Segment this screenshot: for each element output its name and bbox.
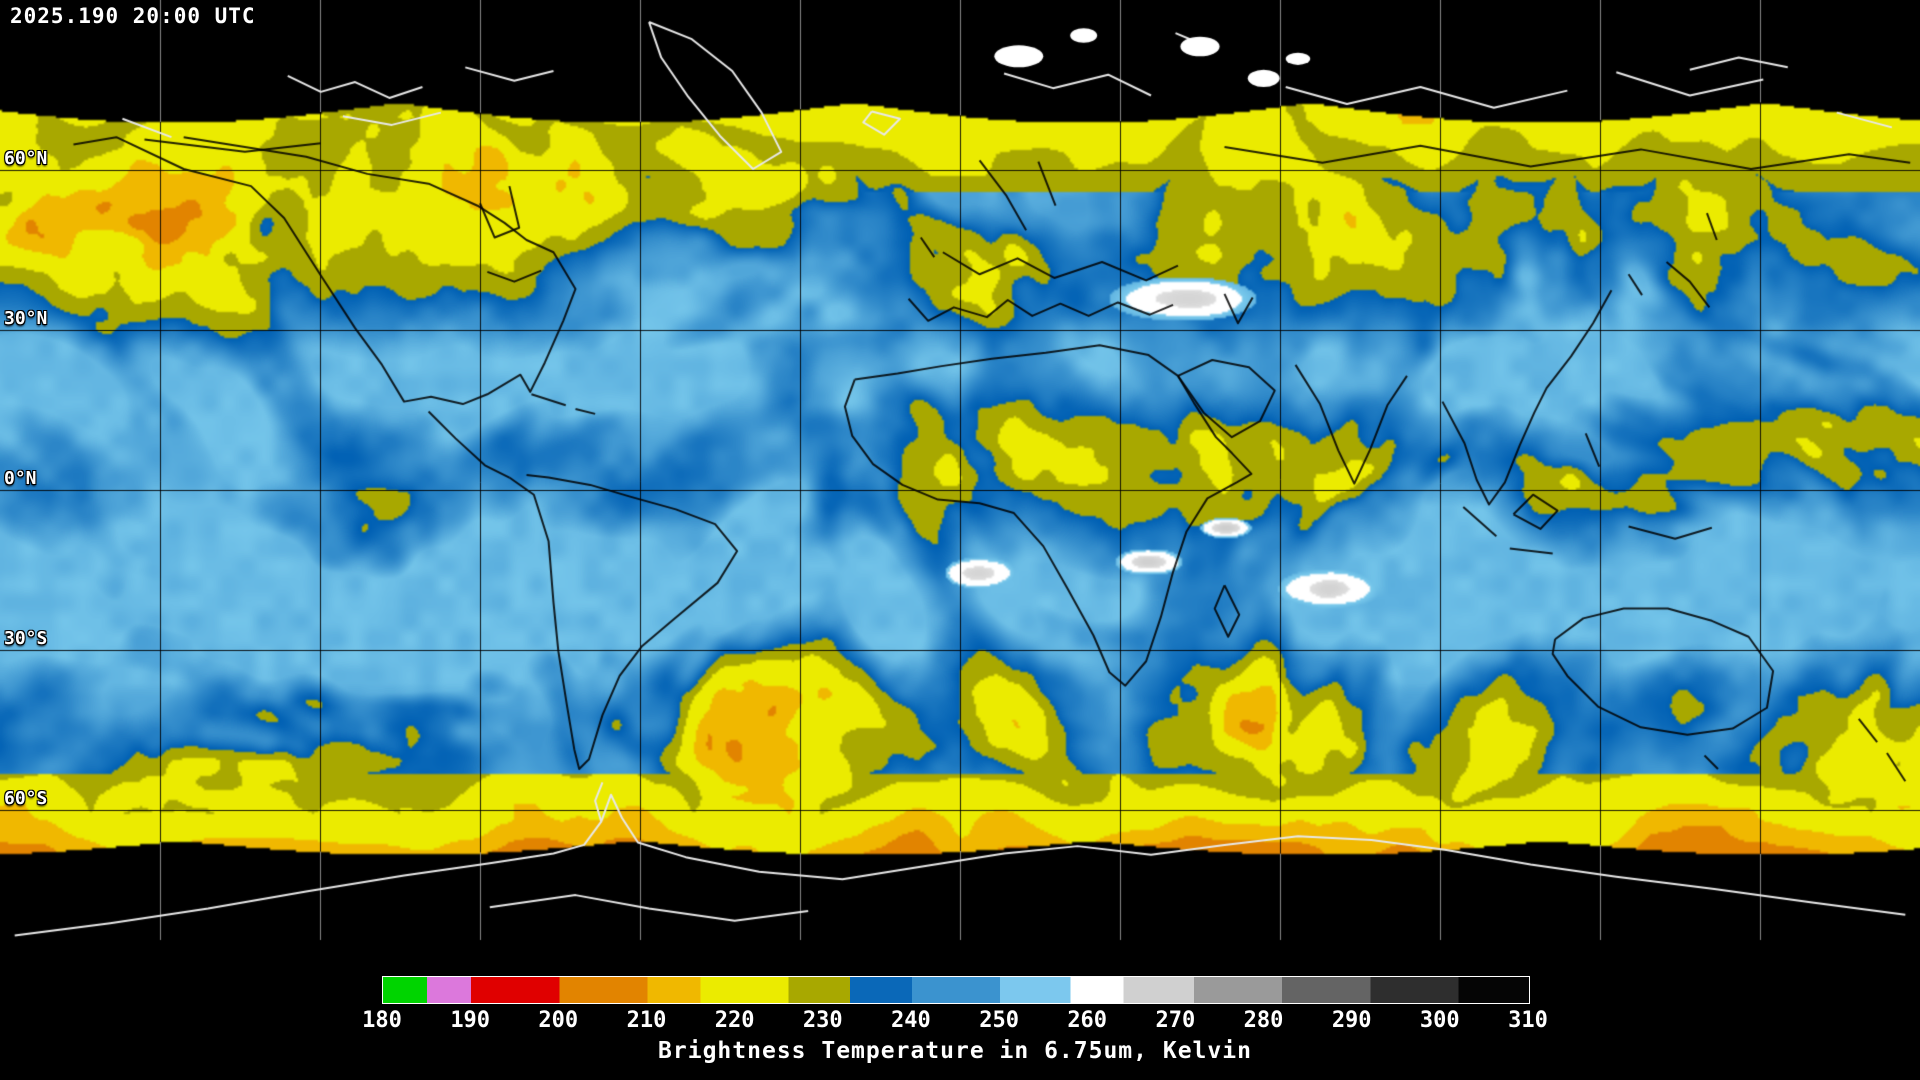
colorbar-tick: 280 [1243,1008,1284,1033]
colorbar-tick: 300 [1419,1008,1460,1033]
colorbar-tick: 310 [1508,1008,1548,1033]
timestamp: 2025.190 20:00 UTC [10,4,256,28]
latitude-label-60s: 60°S [4,788,48,809]
colorbar-tick: 180 [362,1008,402,1033]
colorbar-gradient [382,976,1530,1004]
latitude-label-30s: 30°S [4,628,48,649]
latitude-label-0n: 0°N [4,468,37,489]
colorbar-tick: 210 [626,1008,667,1033]
colorbar-tick: 190 [450,1008,491,1033]
colorbar-tick: 290 [1331,1008,1372,1033]
colorbar-tick: 260 [1067,1008,1108,1033]
latitude-label-30n: 30°N [4,308,48,329]
legend: 180 190 200 210 220 230 240 250 260 270 280 290 300 3… [0,970,1920,1080]
colorbar-tick: 250 [979,1008,1019,1033]
colorbar-tick: 220 [714,1008,755,1033]
colorbar-tick-labels: 180 190 200 210 220 230 240 250 260 270 280 290 300 3… [362,1008,1548,1034]
colorbar-tick: 270 [1155,1008,1196,1033]
latitude-label-60n: 60°N [4,148,48,169]
colorbar-tick: 240 [891,1008,931,1033]
colorbar-tick: 200 [538,1008,579,1033]
colorbar-tick: 230 [802,1008,843,1033]
legend-caption: Brightness Temperature in 6.75um, Kelvin [658,1038,1252,1064]
